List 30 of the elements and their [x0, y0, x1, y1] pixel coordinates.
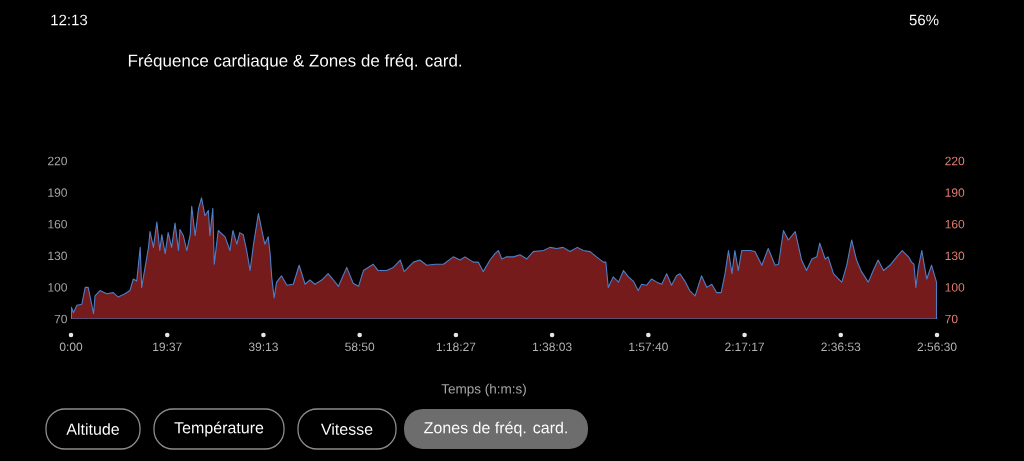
x-tick-label: 58:50: [345, 342, 375, 352]
y2-tick-label: 70: [945, 314, 958, 324]
y2-tick-label: 220: [945, 156, 965, 166]
y-tick-label: 130: [48, 251, 67, 261]
x-axis-title: Temps (h:m:s): [441, 383, 526, 397]
y2-tick-label: 130: [945, 251, 965, 261]
y-tick-label: 100: [48, 283, 67, 292]
y2-tick-label: 190: [945, 188, 965, 197]
x-tick-label: 1:38:03: [532, 342, 572, 352]
text: Température: [174, 421, 264, 437]
text: Vitesse: [320, 423, 373, 435]
y-tick-label: 220: [48, 156, 67, 166]
text: Altitude: [66, 423, 119, 435]
y-tick-label: 190: [48, 188, 67, 197]
y2-tick-label: 100: [945, 283, 965, 292]
text: 56%: [909, 14, 939, 26]
y2-tick-label: 160: [945, 219, 965, 229]
x-tick-label: 19:37: [153, 342, 182, 352]
y-tick-label: 160: [48, 219, 67, 229]
x-tick-label: 2:36:53: [821, 342, 861, 352]
x-tick-label: 2:56:30: [917, 342, 957, 352]
x-tick-label: 1:57:40: [629, 342, 668, 352]
x-tick-label: 2:17:17: [725, 342, 764, 351]
text: 12:13: [51, 14, 88, 26]
x-tick-label: 1:18:27: [436, 342, 476, 352]
x-tick-label: 39:13: [248, 342, 278, 352]
x-tick-label: 0:00: [59, 342, 83, 352]
chart-title: Fréquence cardiaque & Zones de fréq. card.: [128, 53, 462, 71]
text: Zones de fréq. card.: [424, 421, 567, 437]
y-tick-label: 70: [54, 314, 67, 324]
